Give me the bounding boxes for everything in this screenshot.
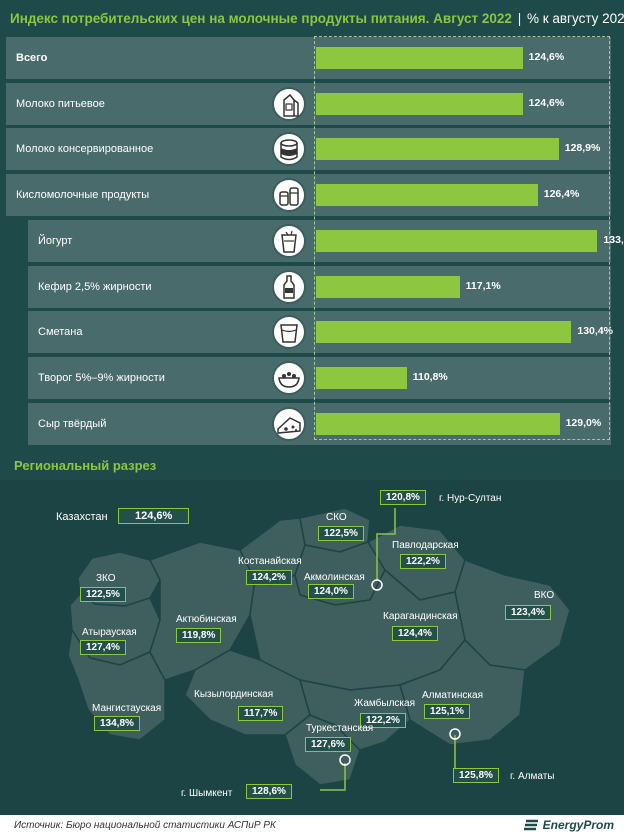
source-text: Источник: Бюро национальной статистики А… [14, 820, 276, 831]
region-name: СКО [326, 512, 347, 523]
bar-value-label: 110,8% [412, 370, 448, 383]
bar [316, 47, 523, 69]
callout-line-nursultan [376, 508, 396, 580]
region-value: 122,2% [360, 713, 406, 728]
energyprom-logo-icon [523, 819, 538, 831]
kefir-bottle-icon [272, 269, 306, 304]
bar-value-label: 133,5% [603, 233, 624, 246]
bar-value-label: 129,0% [565, 416, 602, 429]
region-title: Региональный разрез [14, 458, 157, 473]
bar-value-label: 130,4% [577, 325, 613, 338]
bar [316, 138, 559, 161]
title-separator: | [517, 11, 522, 26]
bar [316, 229, 598, 252]
bar-value-label: 126,4% [543, 188, 580, 201]
yogurt-cup-icon [272, 223, 306, 258]
country-label: Казахстан [56, 511, 108, 523]
region-value: 122,5% [318, 526, 364, 541]
region-name: ВКО [534, 590, 555, 601]
region-name: Алматинская [422, 690, 483, 701]
chart-title: Индекс потребительских цен на молочные п… [10, 11, 624, 26]
bar-value-label: 124,6% [528, 96, 565, 109]
region-name: Павлодарская [392, 540, 459, 551]
bar-category-label: Молоко консервированное [16, 143, 154, 156]
bar-category-label: Сыр твёрдый [38, 417, 107, 430]
bar-category-label: Кисломолочные продукты [16, 189, 150, 202]
region-value: 124,0% [308, 584, 354, 599]
region-name: г. Шымкент [181, 788, 233, 799]
region-name: Жамбылская [354, 698, 415, 709]
bar [316, 275, 460, 298]
footer: Источник: Бюро национальной статистики А… [0, 815, 624, 839]
city-marker-nursultan [371, 579, 383, 591]
region-name: Костанайская [238, 556, 302, 567]
bar [316, 321, 572, 344]
region-name: Мангистауская [92, 703, 162, 714]
region-value: 123,4% [505, 605, 551, 620]
city-marker-shymkent [339, 754, 351, 766]
map-region-mangistau [67, 627, 166, 741]
bar-category-label: Сметана [38, 326, 83, 339]
region-name: Кызылординская [194, 689, 274, 700]
region-value: 117,7% [238, 706, 284, 721]
title-unit: % к августу 2021 [526, 11, 624, 26]
region-value: 125,8% [453, 768, 499, 783]
logo-text: EnergyProm [542, 818, 614, 832]
region-value: 127,4% [80, 640, 126, 655]
region-value: 125,1% [424, 704, 470, 719]
region-value: 134,8% [94, 716, 140, 731]
region-value: 124,4% [392, 626, 438, 641]
country-value: 124,6% [118, 508, 190, 524]
region-name: Акмолинская [304, 572, 365, 583]
bar-category-label: Всего [16, 52, 48, 64]
region-value: 120,8% [380, 490, 426, 505]
cottage-cheese-bowl-icon [272, 360, 306, 395]
cheese-icon [272, 406, 306, 441]
region-name: г. Нур-Султан [439, 493, 502, 504]
callout-line-shymkent [320, 763, 346, 791]
bar [316, 412, 560, 435]
dairy-jars-icon [272, 178, 306, 213]
region-name: Актюбинская [176, 614, 237, 625]
region-name: Туркестанская [306, 723, 374, 734]
region-value: 124,2% [246, 570, 292, 585]
bar-category-label: Йогурт [38, 234, 73, 247]
region-name: Карагандинская [383, 611, 458, 622]
sour-cream-cup-icon [272, 315, 306, 350]
bar-value-label: 124,6% [528, 51, 565, 63]
region-name: г. Алматы [510, 771, 555, 782]
milk-carton-icon [272, 86, 306, 121]
bar-value-label: 117,1% [465, 279, 501, 292]
bar [316, 366, 407, 389]
map-region-zhambyl [298, 679, 411, 751]
condensed-milk-can-icon [272, 132, 306, 167]
region-name: ЗКО [96, 573, 116, 584]
bar-category-label: Молоко питьевое [16, 97, 105, 110]
bar-value-label: 128,9% [564, 142, 601, 155]
title-main: Индекс потребительских цен на молочные п… [10, 11, 512, 26]
region-name: Атырауская [82, 627, 137, 638]
logo: EnergyProm [523, 818, 614, 832]
bar-category-label: Творог 5%–9% жирности [38, 371, 165, 384]
region-value: 127,6% [305, 737, 351, 752]
bar-category-label: Кефир 2,5% жирности [38, 280, 152, 293]
bar [316, 92, 523, 115]
region-value: 128,6% [246, 784, 292, 799]
region-value: 122,5% [80, 587, 126, 602]
region-value: 122,2% [400, 554, 446, 569]
city-marker-almaty [449, 728, 461, 740]
bar-row: Молоко питьевое [6, 82, 611, 125]
bar [316, 184, 538, 207]
region-value: 119,8% [176, 628, 222, 643]
